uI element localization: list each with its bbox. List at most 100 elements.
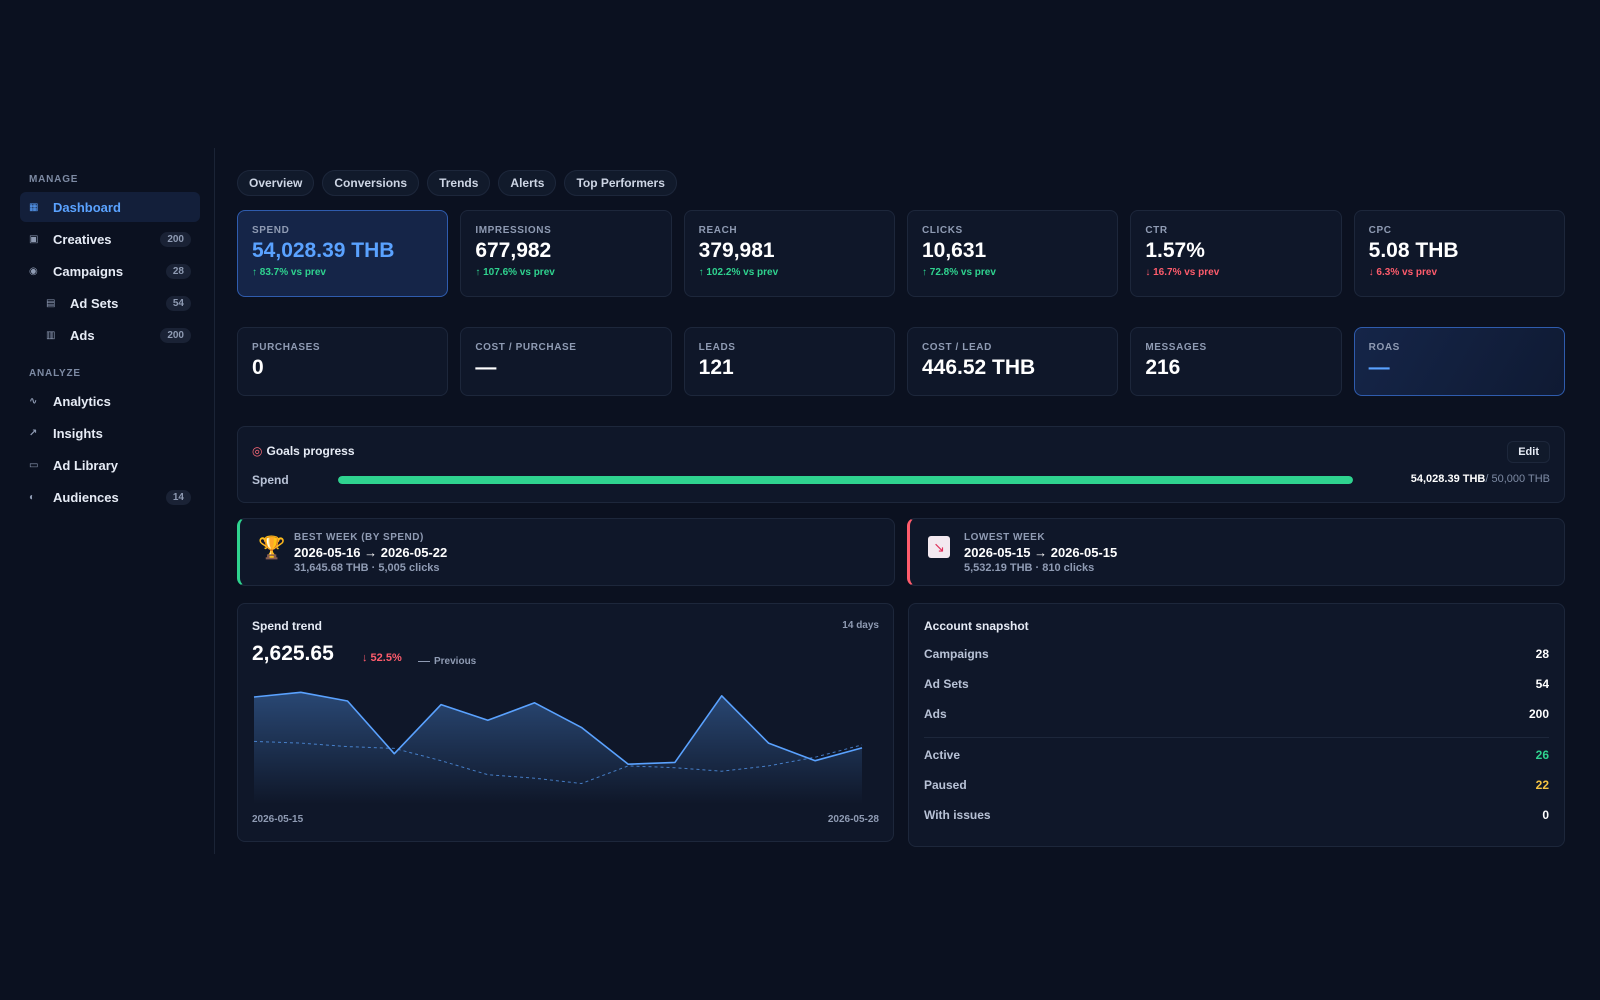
sidebar-item-audiences[interactable]: ◐ Audiences 14 <box>20 482 200 512</box>
sidebar-item-label: Creatives <box>53 231 112 247</box>
kpi-card-reach[interactable]: REACH 379,981 ↑ 102.2% vs prev <box>683 210 895 297</box>
current-point-2026-05-24 <box>674 761 676 763</box>
sidebar-item-label: Ads <box>70 327 95 343</box>
sidebar-item-label: Ad Library <box>53 457 119 473</box>
sidebar-item-label: Dashboard <box>53 199 121 215</box>
kpi-label: ROAS <box>1368 342 1400 353</box>
kpi-label: MESSAGES <box>1145 342 1207 353</box>
best-week-card[interactable]: 🏆 BEST WEEK (BY SPEND) 2026-05-16 → 2026… <box>237 518 895 586</box>
week-summary: 31,645.68 THB · 5,005 clicks <box>294 562 440 574</box>
target-icon: ◉ <box>29 265 38 277</box>
kpi-card-leads[interactable]: LEADS 121 <box>683 327 895 396</box>
kpi-card-messages[interactable]: MESSAGES 216 <box>1130 327 1342 396</box>
sidebar-item-ad-sets[interactable]: ▤ Ad Sets 54 <box>20 288 200 318</box>
current-point-2026-05-22 <box>580 726 582 728</box>
snapshot-value: 26 <box>1535 748 1549 762</box>
kpi-value: 10,631 <box>921 239 987 262</box>
snapshot-row-ads: Ads 200 <box>924 707 1549 727</box>
table-icon: ▥ <box>46 329 56 341</box>
lowest-week-card[interactable]: ↘ LOWEST WEEK 2026-05-15 → 2026-05-15 5,… <box>907 518 1565 586</box>
snapshot-label: Ads <box>924 707 947 721</box>
current-point-2026-05-15 <box>253 696 255 698</box>
count-badge: 54 <box>165 295 191 311</box>
chart-down-icon: ↘ <box>928 536 950 558</box>
spend-trend-delta: ↓ 52.5% <box>362 652 402 664</box>
snapshot-label: Active <box>924 748 961 762</box>
current-point-2026-05-19 <box>440 703 442 705</box>
kpi-label: COST / LEAD <box>921 342 992 353</box>
kpi-value: 54,028.39 THB <box>252 239 395 262</box>
spend-trend-value: 2,625.65 <box>252 642 334 665</box>
monitor-icon: ▭ <box>29 459 39 471</box>
kpi-value: — <box>1368 356 1390 379</box>
kpi-card-clicks[interactable]: CLICKS 10,631 ↑ 72.8% vs prev <box>906 210 1119 297</box>
tab-top-performers[interactable]: Top Performers <box>564 170 677 196</box>
arrow-up-right-icon: ↗ <box>29 427 38 439</box>
kpi-label: LEADS <box>698 342 736 353</box>
sidebar-item-campaigns[interactable]: ◉ Campaigns 28 <box>20 256 200 286</box>
half-circle-icon: ◐ <box>29 491 36 503</box>
sidebar: MANAGE ▦ Dashboard ▣ Creatives 200 ◉ Cam… <box>0 148 215 854</box>
sidebar-item-label: Ad Sets <box>70 295 119 311</box>
current-point-2026-05-21 <box>533 702 535 704</box>
main-content: Overview Conversions Trends Alerts Top P… <box>237 170 1565 847</box>
goal-progress-fill <box>338 476 1353 484</box>
current-point-2026-05-18 <box>393 752 395 754</box>
spend-trend-chart[interactable] <box>248 674 868 804</box>
kpi-label: CTR <box>1145 225 1168 236</box>
week-label: LOWEST WEEK <box>964 532 1046 543</box>
goals-title-text: Goals progress <box>266 444 355 458</box>
snapshot-row-with-issues: With issues 0 <box>924 808 1549 828</box>
sidebar-item-ads[interactable]: ▥ Ads 200 <box>20 320 200 350</box>
goal-progress-bar <box>338 476 1353 484</box>
sidebar-item-label: Analytics <box>53 393 111 409</box>
kpi-card-cost-per-lead[interactable]: COST / LEAD 446.52 THB <box>906 327 1119 396</box>
kpi-card-spend[interactable]: SPEND 54,028.39 THB ↑ 83.7% vs prev <box>237 210 449 297</box>
edit-goals-button[interactable]: Edit <box>1507 441 1550 463</box>
sidebar-item-dashboard[interactable]: ▦ Dashboard <box>20 192 200 222</box>
kpi-label: SPEND <box>252 225 290 236</box>
sidebar-item-analytics[interactable]: ∿ Analytics <box>20 386 200 416</box>
tab-alerts[interactable]: Alerts <box>498 170 557 196</box>
tab-overview[interactable]: Overview <box>237 170 315 196</box>
kpi-card-roas[interactable]: ROAS — <box>1353 327 1565 396</box>
goal-target: / 50,000 THB <box>1485 473 1550 485</box>
goal-value: 54,028.39 THB/ 50,000 THB <box>1411 473 1550 485</box>
kpi-delta: ↑ 72.8% vs prev <box>921 267 996 278</box>
count-badge: 200 <box>160 327 191 343</box>
kpi-card-cpc[interactable]: CPC 5.08 THB ↓ 6.3% vs prev <box>1353 210 1565 297</box>
week-range: 2026-05-16 → 2026-05-22 <box>294 545 448 560</box>
kpi-label: COST / PURCHASE <box>475 342 577 353</box>
sidebar-item-insights[interactable]: ↗ Insights <box>20 418 200 448</box>
kpi-delta: ↑ 102.2% vs prev <box>698 267 779 278</box>
kpi-value: 446.52 THB <box>921 356 1036 379</box>
kpi-card-ctr[interactable]: CTR 1.57% ↓ 16.7% vs prev <box>1130 210 1342 297</box>
trophy-icon: 🏆 <box>258 535 286 560</box>
count-badge: 28 <box>165 263 191 279</box>
wave-icon: ∿ <box>29 395 38 407</box>
tab-trends[interactable]: Trends <box>427 170 491 196</box>
goal-label: Spend <box>252 473 289 487</box>
kpi-label: CPC <box>1368 225 1392 236</box>
sidebar-section-manage: MANAGE <box>29 174 79 185</box>
dash-line-icon <box>418 660 430 662</box>
sidebar-item-creatives[interactable]: ▣ Creatives 200 <box>20 224 200 254</box>
legend-previous-label: Previous <box>434 656 477 667</box>
snapshot-row-active: Active 26 <box>924 748 1549 768</box>
kpi-value: 677,982 <box>475 239 552 262</box>
image-icon: ▣ <box>29 233 39 245</box>
x-axis-start-label: 2026-05-15 <box>252 814 304 825</box>
sidebar-section-analyze: ANALYZE <box>29 368 81 379</box>
current-point-2026-05-27 <box>814 759 816 761</box>
kpi-card-purchases[interactable]: PURCHASES 0 <box>237 327 449 396</box>
snapshot-label: Ad Sets <box>924 677 969 691</box>
kpi-card-impressions[interactable]: IMPRESSIONS 677,982 ↑ 107.6% vs prev <box>460 210 672 297</box>
account-snapshot-panel: Account snapshot Campaigns 28 Ad Sets 54… <box>908 603 1565 847</box>
snapshot-label: Paused <box>924 778 967 792</box>
sidebar-item-ad-library[interactable]: ▭ Ad Library <box>20 450 200 480</box>
kpi-card-cost-per-purchase[interactable]: COST / PURCHASE — <box>460 327 672 396</box>
layers-icon: ▤ <box>46 297 56 309</box>
goal-current: 54,028.39 THB <box>1410 473 1486 485</box>
tab-conversions[interactable]: Conversions <box>322 170 420 196</box>
current-point-2026-05-20 <box>487 719 489 721</box>
